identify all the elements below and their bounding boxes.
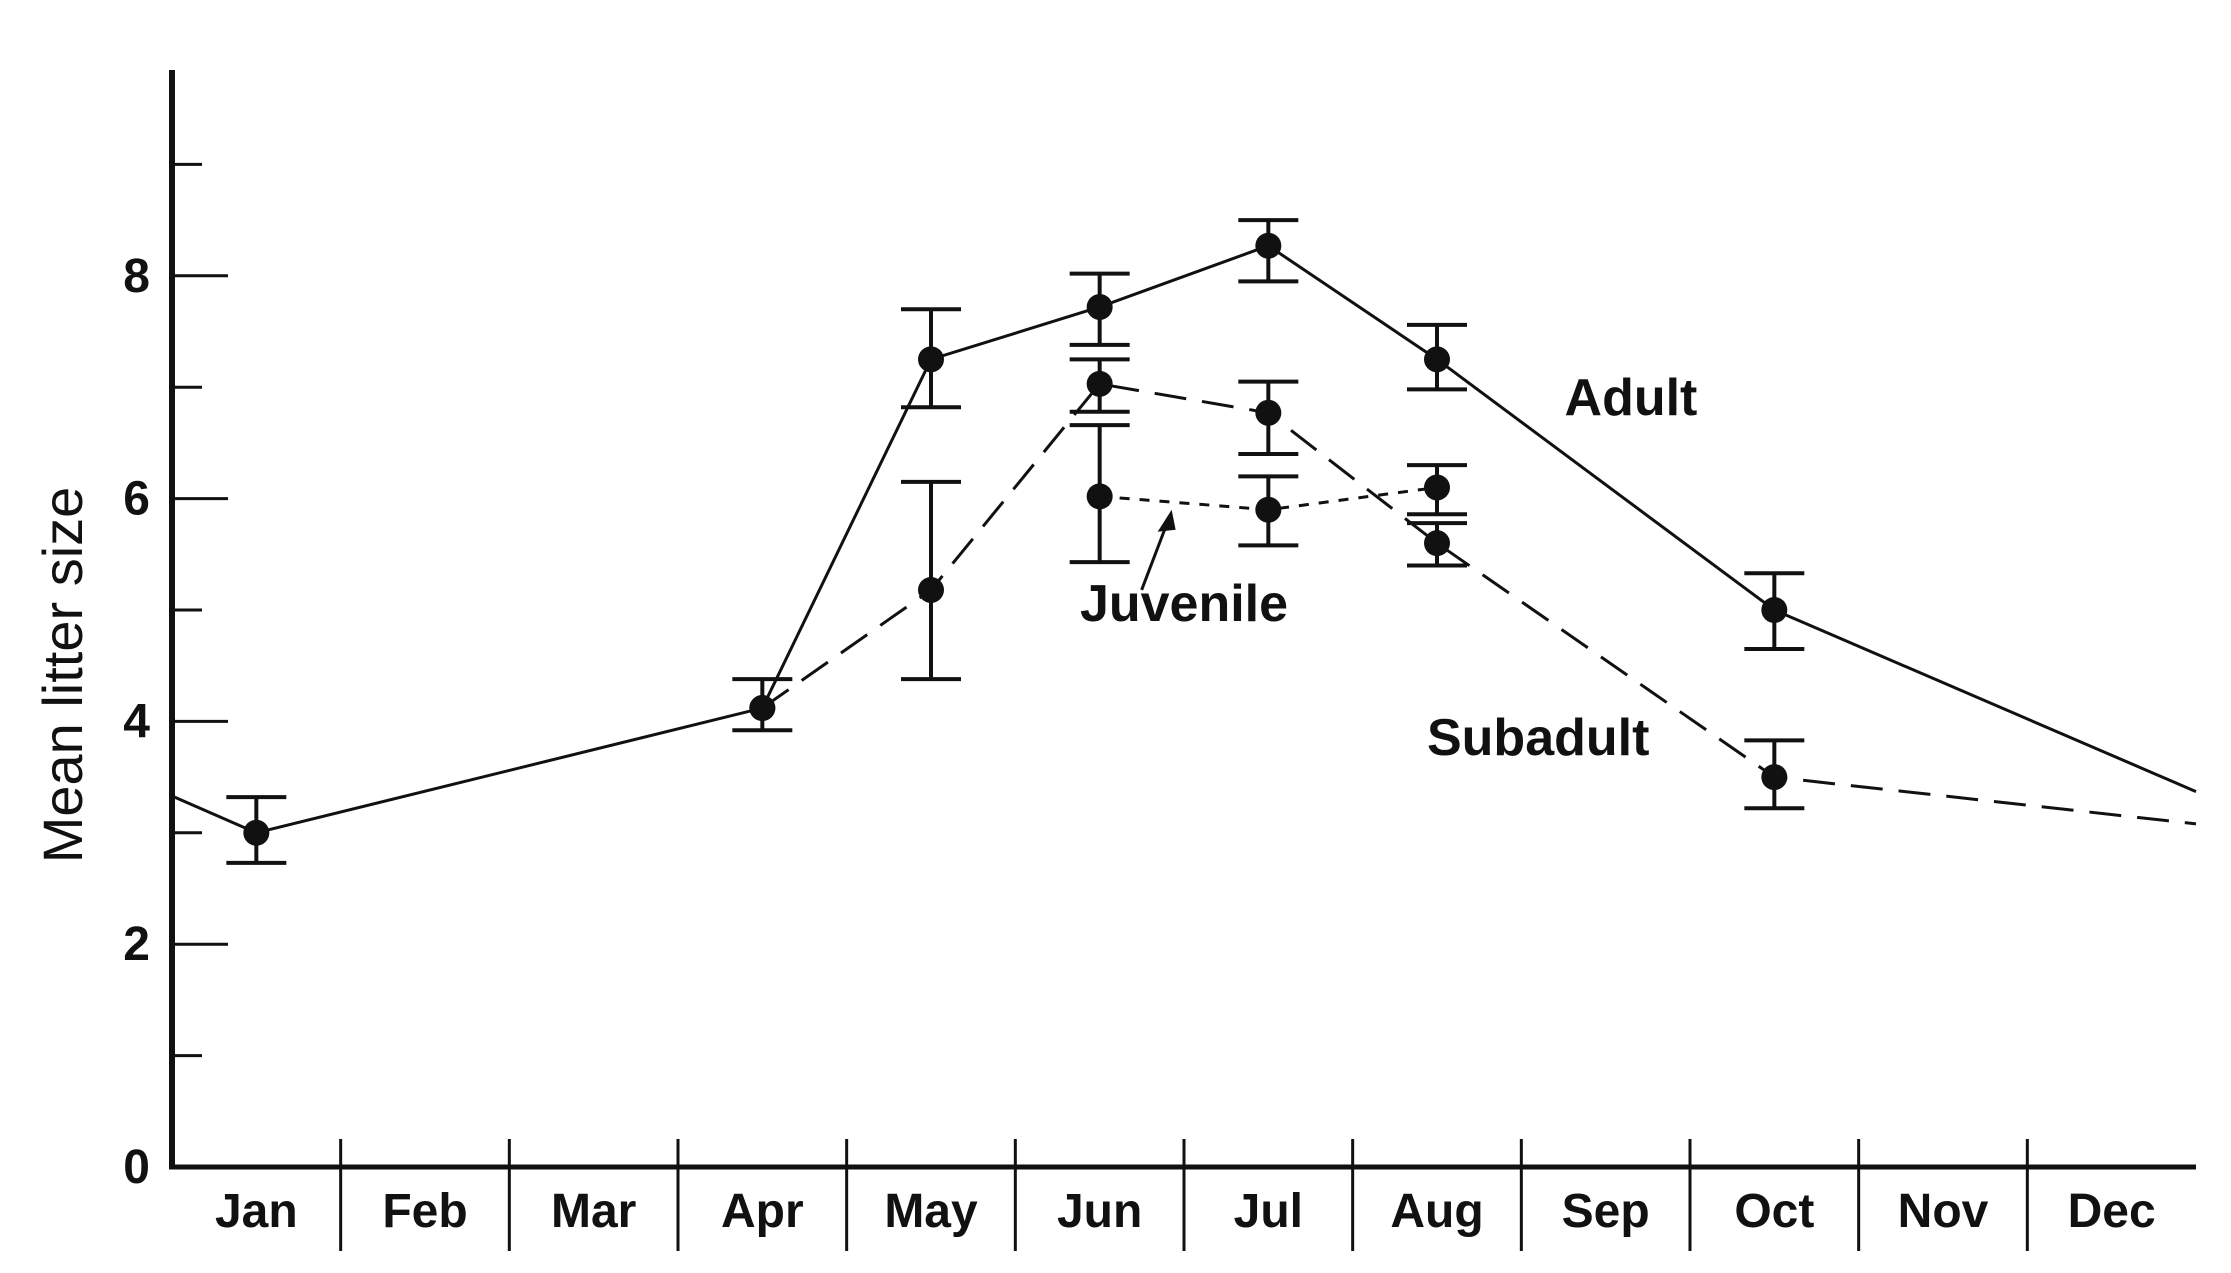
axes: 0 2 4 6 8 Jan Feb Mar Apr May Jun Jul Aug Sep Oct Nov De…: [123, 70, 2196, 1251]
data-point: [918, 576, 944, 603]
data-point: [1424, 530, 1450, 557]
series-label: Subadult: [1427, 709, 1649, 767]
juvenile-arrow-head: [1157, 509, 1176, 532]
series-annotations: Adult Juvenile Subadult: [1080, 369, 1697, 767]
data-point: [1086, 370, 1113, 397]
y-tick-label: 4: [123, 695, 150, 748]
data-point: [243, 819, 270, 846]
series-label: Adult: [1565, 369, 1698, 427]
data-point: [1255, 399, 1282, 426]
data-point: [1255, 232, 1282, 259]
data-point: [1761, 764, 1788, 791]
data-point: [1761, 597, 1788, 623]
series-lines: [171, 244, 2197, 835]
x-tick-label: May: [884, 1185, 978, 1238]
x-tick-label: Feb: [382, 1185, 467, 1238]
data-point: [918, 346, 944, 373]
juvenile-arrow-shaft: [1140, 521, 1170, 591]
x-tick-label: Mar: [551, 1185, 636, 1238]
x-tick-label: Dec: [2068, 1185, 2156, 1238]
x-tick-label: Jun: [1057, 1185, 1142, 1238]
data-points: [243, 232, 1788, 846]
x-tick-label: Jul: [1234, 1185, 1303, 1238]
data-point: [1086, 483, 1113, 510]
y-tick-label: 2: [123, 918, 150, 971]
data-point: [749, 695, 776, 722]
data-point: [1255, 496, 1282, 523]
data-point: [1424, 346, 1450, 373]
y-tick-label: 8: [123, 250, 150, 303]
series-label: Juvenile: [1080, 575, 1288, 633]
data-point: [1086, 293, 1113, 320]
x-tick-label: Aug: [1390, 1185, 1483, 1238]
series-line-adult: [171, 244, 2197, 835]
y-tick-label: 6: [123, 473, 150, 526]
y-axis-label: Mean litter size: [31, 487, 94, 864]
x-tick-label: Apr: [721, 1185, 804, 1238]
x-tick-label: Oct: [1734, 1185, 1814, 1238]
data-point: [1424, 474, 1450, 501]
x-tick-label: Jan: [215, 1185, 298, 1238]
x-tick-label: Nov: [1898, 1185, 1989, 1238]
x-tick-label: Sep: [1562, 1185, 1650, 1238]
y-tick-label: 0: [123, 1141, 150, 1194]
